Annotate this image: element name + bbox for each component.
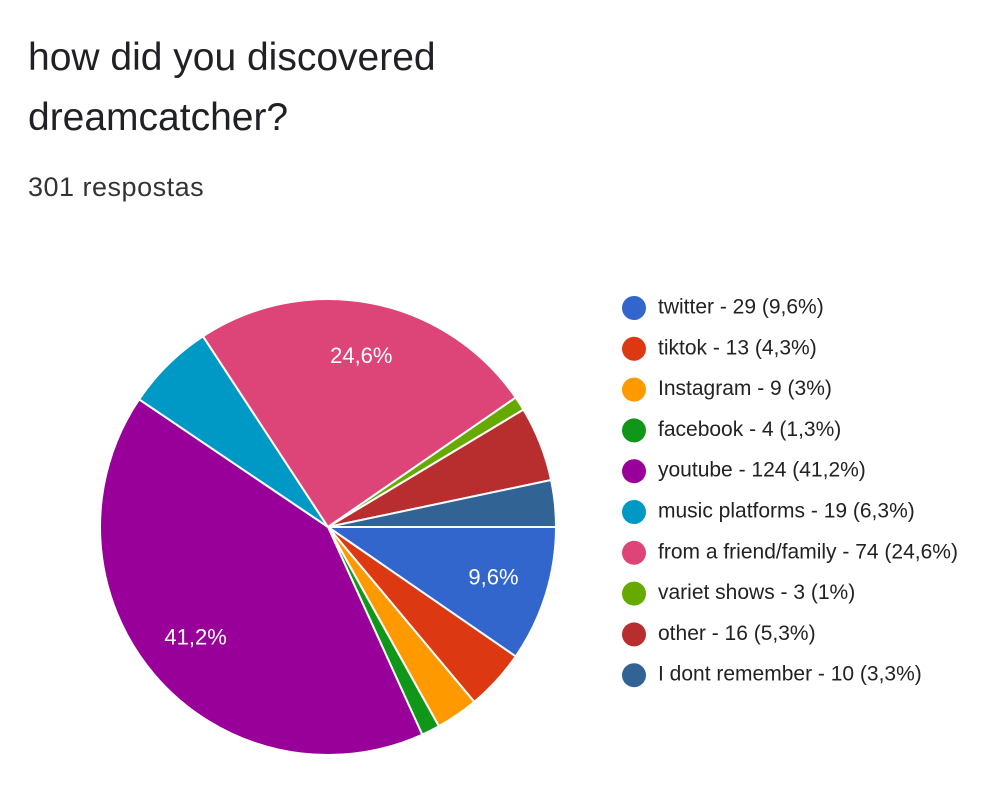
slice-label: 41,2% <box>164 625 226 650</box>
slice-label: 24,6% <box>330 343 392 368</box>
chart-subtitle: 301 respostas <box>28 172 205 202</box>
legend-marker <box>622 336 646 361</box>
pie-slice <box>324 526 558 658</box>
pie-slice <box>201 298 518 529</box>
legend-marker <box>622 377 646 402</box>
pie-slice <box>327 478 558 528</box>
legend-label: I dont remember - 10 (3,3%) <box>658 663 922 686</box>
legend-marker <box>622 622 646 647</box>
legend-label: twitter - 29 (9,6%) <box>658 296 824 319</box>
legend-marker <box>622 540 646 565</box>
legend-label: youtube - 124 (41,2%) <box>658 459 866 482</box>
legend-marker <box>622 500 646 524</box>
legend-marker <box>622 459 646 484</box>
legend-marker <box>622 581 646 606</box>
legend-label: from a friend/family - 74 (24,6%) <box>658 540 958 563</box>
legend-label: facebook - 4 (1,3%) <box>658 418 841 441</box>
legend-label: Instagram - 9 (3%) <box>658 377 832 400</box>
pie-slice <box>99 397 424 756</box>
legend-label: other - 16 (5,3%) <box>658 622 816 645</box>
legend-label: variet shows - 3 (1%) <box>658 581 855 604</box>
legend-marker <box>622 663 646 688</box>
legend-label: music platforms - 19 (6,3%) <box>658 500 915 523</box>
chart-title: how did you discovered dreamcatcher? <box>28 36 436 139</box>
slice-label: 9,6% <box>468 564 518 589</box>
legend-marker <box>622 296 646 320</box>
legend-marker <box>622 418 646 443</box>
legend-label: tiktok - 13 (4,3%) <box>658 336 817 359</box>
